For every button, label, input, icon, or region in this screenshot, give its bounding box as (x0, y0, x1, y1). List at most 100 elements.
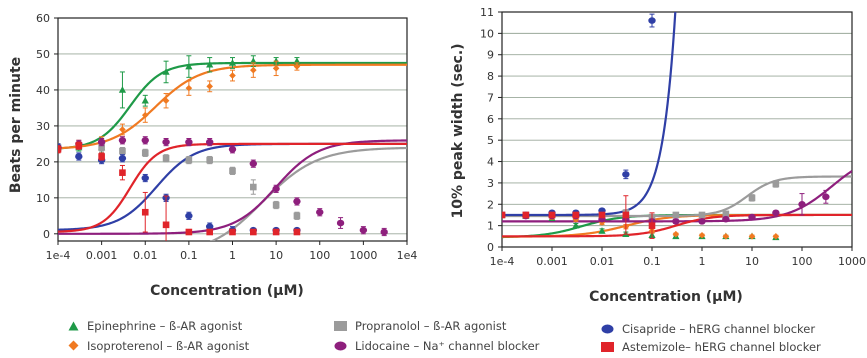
isoproterenol-point (672, 230, 680, 238)
cisapride-point (622, 171, 630, 178)
lidocaine-point (162, 138, 170, 146)
propranolol-point (119, 147, 126, 155)
x-tick-label: 1 (699, 255, 706, 268)
cisapride-point (118, 154, 127, 162)
lidocaine-point (272, 185, 280, 193)
y-tick-label: 1 (487, 220, 494, 233)
y-tick-label: 20 (36, 156, 50, 169)
propranolol-point (206, 156, 213, 164)
y-tick-label: 40 (36, 84, 50, 97)
y-tick-label: 3 (487, 177, 494, 190)
epinephrine-point (141, 96, 149, 104)
cisapride-fit-curve (502, 12, 677, 217)
x-tick-label: 1e-4 (490, 255, 515, 268)
x-tick-label: 0.1 (643, 255, 661, 268)
lidocaine-point (336, 219, 345, 227)
legend-item-lidocaine: Lidocaine – Na⁺ channel blocker (334, 339, 539, 353)
circle-marker-icon (334, 340, 347, 354)
propranolol-point (672, 211, 680, 219)
legend-item-propranolol: Propranolol – ß-AR agonist (334, 319, 506, 333)
isoproterenol-point (772, 233, 780, 240)
propranolol-point (272, 201, 280, 209)
astemizole-point (502, 211, 506, 219)
propranolol-point (185, 156, 193, 164)
legend-item-astemizole: Astemizole– hERG channel blocker (601, 340, 821, 354)
epinephrine-point (162, 68, 170, 75)
y-tick-label: 11 (480, 6, 494, 19)
astemizole-point (185, 228, 193, 236)
epinephrine-point (185, 62, 193, 70)
legend-label: Astemizole– hERG channel blocker (622, 340, 821, 354)
lidocaine-point (822, 193, 830, 201)
triangle-marker-icon (68, 320, 79, 334)
isoproterenol-point (229, 72, 236, 79)
x-tick-label: 1e-4 (46, 249, 71, 262)
x-tick-label: 0.01 (133, 249, 158, 262)
legend-label: Propranolol – ß-AR agonist (355, 319, 507, 333)
square-marker-icon (334, 320, 347, 334)
lidocaine-point (228, 145, 237, 153)
isoproterenol-point (162, 97, 170, 105)
legend-label: Isoproterenol – ß-AR agonist (87, 339, 250, 353)
legend-item-epinephrine: Epinephrine – ß-AR agonist (68, 319, 242, 333)
propranolol-point (748, 194, 756, 202)
x-tick-label: 1000 (349, 249, 377, 262)
y-tick-label: 6 (487, 113, 494, 126)
propranolol-fit-curve (502, 175, 852, 218)
lidocaine-point (748, 213, 756, 221)
astemizole-point (206, 228, 213, 236)
epinephrine-point (228, 59, 237, 66)
x-tick-label: 10 (745, 255, 759, 268)
isoproterenol-point (141, 111, 149, 119)
propranolol-point (162, 154, 170, 162)
series-layer (502, 12, 852, 241)
epinephrine-point (293, 57, 301, 64)
right-chart-plot-area: 0 1 2 3 4 5 6 7 8 9 10 11 1e-4 0.001 0.01 0.1 1 10 100 1000 (480, 6, 866, 268)
propranolol-fit-curve (209, 146, 407, 241)
right-chart: 10% peak width (sec.) Concentration (µM)… (450, 6, 866, 305)
astemizole-fit-curve (58, 142, 407, 233)
left-chart-ylabel: Beats per minute (8, 57, 24, 193)
y-tick-label: 5 (487, 134, 494, 147)
astemizole-point (648, 222, 656, 229)
astemizole-point (229, 228, 236, 236)
x-tick-label: 0.01 (590, 255, 615, 268)
astemizole-point (272, 228, 280, 236)
propranolol-point (772, 180, 780, 188)
astemizole-point (98, 153, 105, 160)
isoproterenol-point (293, 63, 301, 70)
y-tick-label: 0 (43, 228, 50, 241)
isoproterenol-point (206, 83, 213, 90)
epinephrine-point (249, 57, 257, 64)
cisapride-point (141, 174, 149, 182)
x-tick-label: 100 (792, 255, 813, 268)
square-marker-icon (601, 341, 614, 355)
right-chart-ylabel: 10% peak width (sec.) (450, 43, 466, 218)
y-tick-label: 10 (36, 192, 50, 205)
astemizole-point (522, 211, 530, 219)
lidocaine-point (118, 136, 127, 144)
propranolol-point (722, 210, 730, 218)
x-tick-label: 0.1 (180, 249, 198, 262)
astemizole-point (250, 228, 257, 236)
y-tick-label: 60 (36, 12, 50, 25)
y-tick-label: 2 (487, 198, 494, 211)
cisapride-point (75, 153, 83, 160)
x-tick-label: 0.001 (536, 255, 568, 268)
astemizole-fit-curve (502, 213, 852, 238)
x-tick-label: 0.001 (86, 249, 118, 262)
propranolol-point (698, 211, 706, 219)
legend-label: Lidocaine – Na⁺ channel blocker (355, 339, 540, 353)
astemizole-point (162, 221, 170, 229)
epinephrine-point (572, 221, 580, 229)
epinephrine-point (598, 227, 606, 234)
lidocaine-point (672, 218, 680, 225)
astemizole-point (119, 169, 126, 176)
epinephrine-point (206, 60, 214, 68)
series-layer (58, 55, 407, 241)
propranolol-point (229, 167, 236, 175)
lidocaine-point (722, 215, 730, 223)
y-tick-label: 4 (487, 156, 494, 169)
astemizole-point (75, 142, 83, 149)
cisapride-point (648, 17, 656, 24)
